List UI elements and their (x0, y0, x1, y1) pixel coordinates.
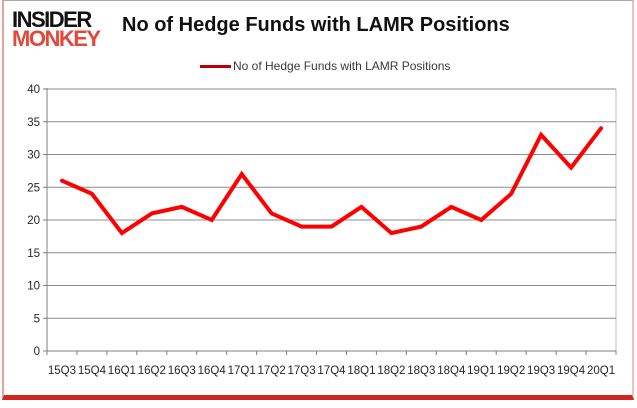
gridlines (47, 88, 617, 351)
svg-text:25: 25 (27, 182, 40, 194)
svg-text:19Q1: 19Q1 (467, 365, 495, 377)
svg-text:15Q3: 15Q3 (48, 365, 76, 377)
logo-text-monkey: MONKEY (12, 25, 101, 51)
svg-text:16Q2: 16Q2 (138, 365, 166, 377)
svg-text:20Q1: 20Q1 (587, 365, 615, 377)
svg-text:16Q3: 16Q3 (168, 365, 196, 377)
legend-line-swatch (200, 64, 231, 68)
svg-text:19Q2: 19Q2 (497, 365, 525, 377)
svg-text:5: 5 (34, 313, 40, 325)
svg-text:17Q3: 17Q3 (287, 365, 315, 377)
svg-text:35: 35 (27, 117, 40, 129)
svg-text:0: 0 (34, 346, 40, 358)
svg-text:40: 40 (27, 84, 40, 96)
svg-text:18Q2: 18Q2 (377, 365, 405, 377)
logo-text-insider: INSIDER (12, 7, 92, 32)
axis-labels: 0 5 10 15 20 25 30 35 40 15Q3 15Q4 16Q1 16Q2 16Q3 16Q4… (27, 84, 615, 377)
svg-text:17Q4: 17Q4 (317, 365, 346, 377)
series-line (60, 126, 603, 236)
chart-card-border (2, 0, 634, 400)
svg-text:19Q3: 19Q3 (527, 365, 555, 377)
chart-title: No of Hedge Funds with LAMR Positions (122, 14, 510, 36)
svg-text:16Q1: 16Q1 (108, 365, 136, 377)
svg-text:15Q4: 15Q4 (78, 365, 107, 377)
svg-text:30: 30 (27, 150, 40, 162)
insider-monkey-logo: INSIDER MONKEY (12, 7, 101, 51)
svg-text:20: 20 (27, 215, 40, 227)
svg-text:18Q3: 18Q3 (407, 365, 435, 377)
svg-text:16Q4: 16Q4 (198, 365, 227, 377)
svg-text:15: 15 (27, 248, 40, 260)
svg-text:17Q1: 17Q1 (228, 365, 256, 377)
axes (43, 88, 617, 355)
svg-text:10: 10 (27, 281, 40, 293)
chart-legend: No of Hedge Funds with LAMR Positions (200, 59, 450, 73)
svg-text:18Q1: 18Q1 (347, 365, 375, 377)
svg-text:18Q4: 18Q4 (437, 365, 466, 377)
svg-text:19Q4: 19Q4 (557, 365, 586, 377)
legend-label: No of Hedge Funds with LAMR Positions (233, 59, 451, 73)
svg-text:17Q2: 17Q2 (258, 365, 286, 377)
